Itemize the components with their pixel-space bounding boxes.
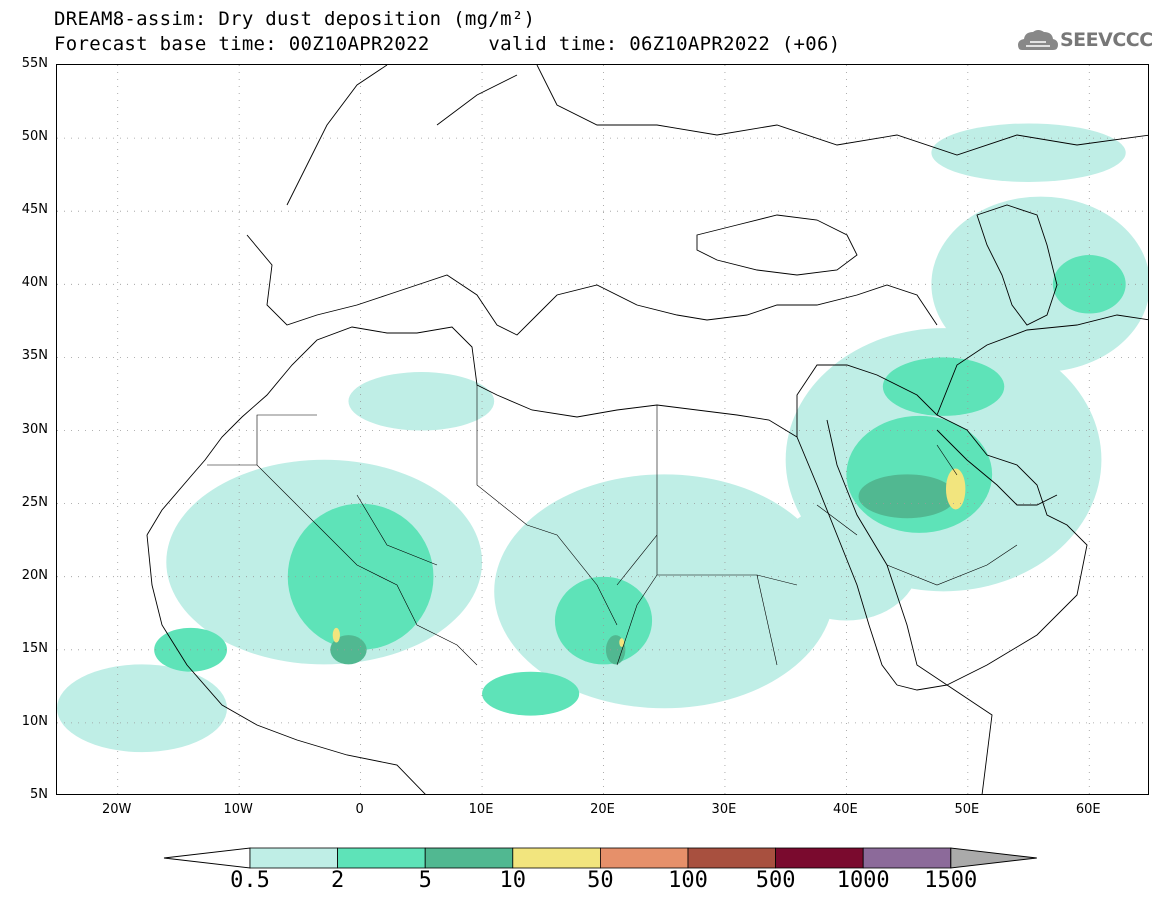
lon-tick-label: 10E [468,802,494,817]
colorbar-level-label: 5 [418,868,432,893]
dust-region-20 [619,638,625,647]
lat-tick-label: 45N [21,202,48,218]
cloud-icon [1018,30,1058,50]
lat-tick-label: 20N [21,567,48,583]
lat-tick-label: 35N [21,348,48,364]
dust-region-4 [57,664,228,753]
lat-tick-label: 25N [21,494,48,510]
lat-tick-label: 55N [21,56,48,71]
coastline-arabia [796,364,1088,686]
colorbar-swatch [512,847,601,869]
coastline-africa-west [146,326,798,536]
dust-field-layer [57,123,1148,753]
colorbar-level-label: 10 [499,868,527,893]
lat-tick-label: 10N [21,713,48,729]
lon-tick-label: 20W [102,802,132,817]
lon-tick-label: 10W [223,802,253,817]
lon-tick-label: 50E [954,802,980,817]
colorbar-swatch [599,847,689,869]
dust-region-16 [330,635,367,665]
dust-region-15 [858,474,956,519]
dust-region-10 [554,576,653,665]
coastline-black-sea [696,214,858,276]
dust-region-19 [332,627,340,643]
colorbar-level-label: 0.5 [230,868,270,893]
coastline-caspian [976,204,1058,326]
lat-tick-label: 5N [30,787,48,802]
colorbar-swatch [775,847,864,869]
colorbar-swatch [424,847,514,869]
coastline-red-sea [796,436,898,686]
lat-tick-label: 30N [21,421,48,437]
dust-deposition-map [57,65,1148,794]
coastline-iran [936,314,1148,416]
forecast-times: Forecast base time: 00Z10APR2022 valid t… [54,33,841,55]
border-lines [207,385,1018,666]
lat-tick-label: 50N [21,129,48,145]
map-title: DREAM8-assim: Dry dust deposition (mg/m²… [54,8,536,30]
colorbar-level-label: 1500 [924,868,978,893]
coastline-europe-south [246,234,938,336]
coastline-layer [146,65,1148,794]
lat-tick-label: 40N [21,275,48,291]
colorbar-over-triangle [950,847,1037,869]
graticule-layer [57,65,1148,794]
colorbar-level-label: 100 [668,868,708,893]
colorbar-level-label: 50 [587,868,614,893]
dust-region-12 [882,357,1005,416]
colorbar-swatch [687,847,776,869]
lon-tick-label: 30E [711,802,737,817]
coastline-europe-north [286,65,1148,206]
colorbar-under-triangle [163,847,251,869]
colorbar [163,847,1037,869]
dust-region-13 [1052,255,1126,314]
seevccc-logo-text: SEEVCCC [1060,29,1153,51]
dust-region-5 [931,123,1126,182]
map-panel [56,64,1149,795]
colorbar-level-label: 2 [330,868,345,893]
colorbar-swatch [862,847,952,869]
lon-tick-label: 0 [355,802,364,817]
lon-tick-label: 40E [832,802,858,817]
coastline-west-africa-south [146,534,426,794]
coastline-horn [896,684,993,794]
colorbar-swatch [249,847,338,869]
colorbar-level-label: 500 [755,868,796,893]
lon-tick-label: 20E [590,802,615,817]
colorbar-level-label: 1000 [836,868,890,893]
lon-tick-label: 60E [1075,802,1101,817]
coastline-persian-gulf [936,429,1058,506]
dust-region-6 [348,372,495,431]
colorbar-swatch [337,847,426,869]
lat-tick-label: 15N [21,640,48,656]
dust-region-18 [945,468,966,510]
dust-region-14 [482,671,580,716]
